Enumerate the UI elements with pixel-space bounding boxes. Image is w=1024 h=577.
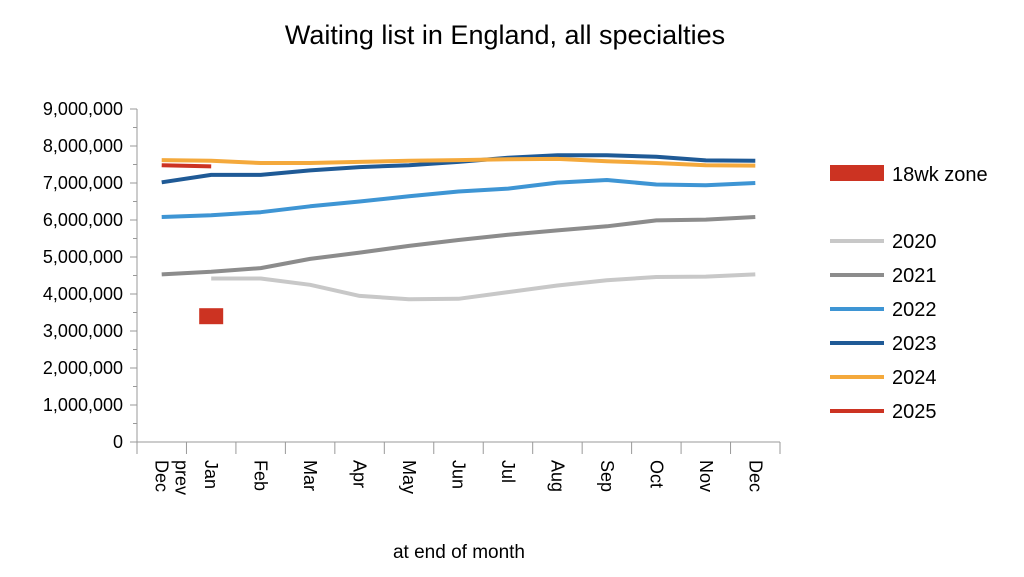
- x-tick-label: Nov: [696, 460, 716, 492]
- x-tick-label: Dec: [745, 460, 765, 492]
- legend: 18wk zone 2020 2021 2022 2023 2024 2025: [830, 164, 988, 423]
- y-tick-label: 4,000,000: [43, 284, 123, 304]
- zone-markers: [199, 308, 224, 325]
- x-tick-label: Apr: [350, 460, 370, 488]
- x-tick-label: Jan: [201, 460, 221, 489]
- x-tick-label: May: [399, 460, 419, 494]
- legend-label-2021: 2021: [892, 265, 937, 287]
- x-tick-label: Aug: [547, 460, 567, 492]
- x-tick-label: prev: [172, 460, 192, 495]
- legend-swatch-18wk-zone: [830, 165, 884, 181]
- legend-label-2022: 2022: [892, 299, 937, 321]
- x-tick-label: Oct: [646, 460, 666, 488]
- legend-label-2020: 2020: [892, 231, 937, 253]
- y-axis: 0 1,000,000 2,000,000 3,000,000 4,000,000 5,0…: [43, 99, 138, 452]
- y-tick-label: 8,000,000: [43, 136, 123, 156]
- legend-label-2025: 2025: [892, 401, 937, 423]
- legend-label-2024: 2024: [892, 367, 937, 389]
- x-tick-label: Jun: [449, 460, 469, 489]
- series-line-2025: [161, 163, 212, 169]
- x-axis-label: at end of month: [393, 542, 525, 563]
- series-line-2020: [211, 272, 756, 302]
- x-tick-label: Jul: [498, 460, 518, 483]
- series-line-2024: [161, 156, 756, 168]
- y-tick-label: 7,000,000: [43, 173, 123, 193]
- y-tick-label: 6,000,000: [43, 210, 123, 230]
- series-line-2022: [161, 178, 756, 219]
- x-tick-label: Mar: [300, 460, 320, 491]
- legend-label-18wk-zone: 18wk zone: [892, 164, 988, 186]
- series-lines: [161, 153, 756, 302]
- x-axis: Dec prev Jan Feb Mar Apr May Jun Jul Aug Sep Oct Nov…: [136, 441, 781, 495]
- x-tick-label: Sep: [597, 460, 617, 492]
- series-line-2021: [161, 215, 756, 277]
- y-tick-label: 3,000,000: [43, 321, 123, 341]
- x-tick-label: Dec: [152, 460, 172, 492]
- x-tick-label: Feb: [251, 460, 271, 491]
- marker-18wk-zone: [199, 308, 224, 325]
- y-tick-label: 2,000,000: [43, 358, 123, 378]
- legend-label-2023: 2023: [892, 333, 937, 355]
- y-tick-label: 9,000,000: [43, 99, 123, 119]
- y-tick-label: 1,000,000: [43, 395, 123, 415]
- y-tick-label: 0: [113, 432, 123, 452]
- chart-title: Waiting list in England, all specialties: [285, 20, 725, 50]
- y-tick-label: 5,000,000: [43, 247, 123, 267]
